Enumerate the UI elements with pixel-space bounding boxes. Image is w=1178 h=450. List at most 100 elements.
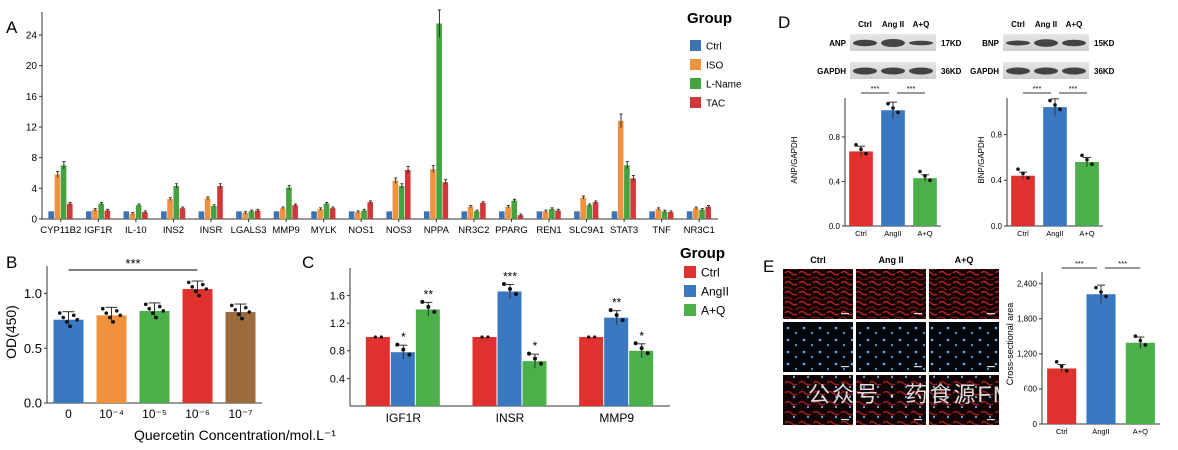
panel-c-data-point xyxy=(407,352,412,357)
panel-e-data-point xyxy=(1138,338,1143,343)
panel-a-bar xyxy=(580,197,586,219)
panel-a-bar xyxy=(348,211,355,219)
panel-a-bar xyxy=(705,206,712,219)
panel-a-x-tick-label: STAT3 xyxy=(610,225,638,236)
panel-b-data-point xyxy=(197,293,202,298)
panel-c-data-point xyxy=(614,313,619,318)
panel-a-x-tick-label: CYP11B2 xyxy=(40,225,81,236)
panel-c-legend-title: Group xyxy=(680,245,725,262)
panel-c-data-point xyxy=(420,299,425,304)
panel-e-scale-bar xyxy=(987,313,995,315)
panel-b-bar xyxy=(139,310,170,403)
panel-b-data-point xyxy=(61,315,66,320)
panel-e-micrograph-tile xyxy=(856,322,926,372)
panel-d-anp-blot-band xyxy=(853,39,877,47)
panel-a-x-tick-label: INS2 xyxy=(163,225,184,236)
panel-c-data-point xyxy=(633,341,638,346)
watermark-text: 公众号 · 药食源FMH xyxy=(808,382,1031,407)
panel-e-y-tick-label: 1,800 xyxy=(1017,315,1038,324)
panel-e-y-label: Cross-sectional area xyxy=(1005,303,1015,386)
panel-c-data-point xyxy=(539,361,543,366)
panel-a-bar xyxy=(92,209,98,219)
panel-e-group: E Ctrl Ang II A+Q 0 600 1,200 1,800 2,400 Ctrl A… xyxy=(763,255,1160,436)
panel-e-data-point xyxy=(1059,364,1064,369)
panel-c-letter: C xyxy=(302,253,314,272)
panel-d-bnp-blot-band xyxy=(1006,40,1030,46)
panel-a-bar xyxy=(198,211,205,219)
panel-a-bar xyxy=(574,211,580,219)
panel-c-data-point xyxy=(620,318,625,323)
panel-d-bnp-plot: 0.0 0.4 0.8 Ctrl AngII A+Q *** *** xyxy=(991,84,1103,238)
panel-a-bar xyxy=(649,211,655,219)
panel-b-x-tick-label: 0 xyxy=(65,407,72,421)
panel-a-legend-swatch xyxy=(690,78,701,89)
panel-b-bar xyxy=(225,312,256,403)
panel-a-bar xyxy=(611,211,618,219)
panel-c-bar xyxy=(390,352,415,406)
panel-b-x-tick-label: 10⁻⁵ xyxy=(142,407,167,421)
panel-c-data-point xyxy=(401,347,406,352)
panel-b-data-point xyxy=(100,306,105,311)
panel-a-bar xyxy=(499,211,505,219)
panel-b-data-point xyxy=(64,320,69,324)
panel-c-bar xyxy=(629,350,654,406)
panel-a-bar xyxy=(592,202,599,219)
panel-e-data-point xyxy=(1064,368,1069,373)
panel-d-bnp-significance-label: *** xyxy=(1069,84,1078,93)
panel-e-bar xyxy=(1125,342,1155,424)
panel-a-bar xyxy=(480,202,486,219)
panel-c-significance-label: * xyxy=(639,329,644,343)
panel-a-legend-label: Ctrl xyxy=(706,42,722,53)
panel-d-bnp-y-tick-label: 0.4 xyxy=(991,176,1003,185)
panel-a-bar xyxy=(179,208,186,219)
panel-c-data-point xyxy=(645,351,650,356)
panel-a-bar xyxy=(355,212,361,219)
panel-a-bar xyxy=(242,212,248,219)
panel-e-micrograph-column-label: Ctrl xyxy=(810,255,826,265)
panel-a-bar xyxy=(655,209,662,219)
panel-a-bar xyxy=(48,211,54,219)
panel-c-significance-label: ** xyxy=(424,287,434,301)
panel-a-bar xyxy=(317,209,324,219)
panel-d-anp-data-point xyxy=(891,106,895,110)
panel-d-anp-x-tick-label: AngII xyxy=(884,229,902,238)
panel-c-significance-label: ** xyxy=(612,296,622,310)
panel-d-anp-x-tick-label: A+Q xyxy=(917,229,932,238)
panel-e-y-tick-label: 1,200 xyxy=(1017,350,1038,359)
panel-a-bar xyxy=(204,198,211,219)
panel-d-bnp-x-tick-label: AngII xyxy=(1046,229,1064,238)
panel-c-legend-label: A+Q xyxy=(701,304,725,318)
panel-d-bnp-data-point xyxy=(1048,98,1052,103)
panel-e-scale-bar xyxy=(841,313,849,315)
panel-c-data-point xyxy=(379,335,383,339)
panel-c-data-point xyxy=(639,346,644,351)
panel-a-x-tick-label: IGF1R xyxy=(84,225,112,236)
panel-a-x-tick-label: REN1 xyxy=(536,225,561,236)
panel-a-x-tick-label: IL-10 xyxy=(125,225,147,236)
panel-e-micrograph-tile xyxy=(929,375,999,425)
panel-a-x-tick-label: NR3C2 xyxy=(458,225,489,236)
panel-a-y-tick-label: 16 xyxy=(26,92,38,103)
panel-a-legend-swatch xyxy=(690,59,701,70)
panel-e-letter: E xyxy=(763,257,774,276)
panel-b-data-point xyxy=(247,310,252,314)
panel-a-group: A 0 4 8 12 16 20 24 CYP11B2 IGF1R IL-10 INS2 INSR LG… xyxy=(6,9,742,236)
panel-a-bar xyxy=(624,165,630,219)
panel-d-bnp-blot-lane-label: A+Q xyxy=(1066,20,1083,29)
panel-e-micrograph-column-label: A+Q xyxy=(955,255,974,265)
panel-e-data-point xyxy=(1133,334,1138,338)
panel-b-y-tick-label: 0.5 xyxy=(24,341,42,356)
panel-a-legend-label: ISO xyxy=(706,61,723,72)
panel-a-letter: A xyxy=(6,18,18,37)
panel-a-y-tick-label: 8 xyxy=(31,153,37,164)
panel-a-bar xyxy=(123,211,130,219)
panel-a-x-tick-label: LGALS3 xyxy=(231,225,267,236)
panel-d-bnp-data-point xyxy=(1053,103,1057,107)
panel-d-anp-significance-label: *** xyxy=(907,84,916,93)
panel-d-bnp-data-point xyxy=(1080,153,1084,158)
panel-d-anp-bar xyxy=(849,151,873,226)
panel-b-data-point xyxy=(71,313,76,318)
panel-b-data-point xyxy=(229,303,234,308)
panel-b-y-label: OD(450) xyxy=(3,305,19,359)
panel-e-micrograph-tile xyxy=(783,322,853,372)
